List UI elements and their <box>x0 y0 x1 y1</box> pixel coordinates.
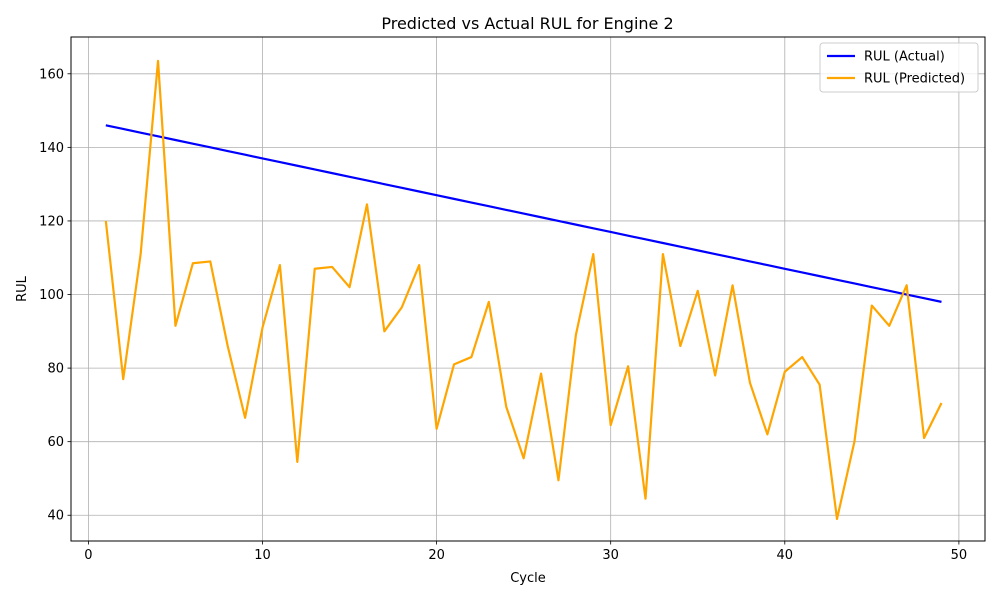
series-line-0 <box>105 124 942 303</box>
legend: RUL (Actual) RUL (Predicted) <box>819 42 979 93</box>
x-axis-label: Cycle <box>510 571 546 586</box>
x-tick-label: 0 <box>84 548 92 563</box>
y-tick-label: 100 <box>39 288 64 303</box>
plot-frame <box>70 36 986 542</box>
legend-label-1: RUL (Predicted) <box>864 72 965 87</box>
x-axis: 0 10 20 30 40 50 <box>84 541 967 563</box>
y-tick-label: 40 <box>47 509 64 524</box>
y-tick-label: 160 <box>39 67 64 82</box>
chart-title: Predicted vs Actual RUL for Engine 2 <box>381 14 673 33</box>
y-tick-label: 60 <box>47 435 64 450</box>
y-tick-label: 140 <box>39 141 64 156</box>
x-tick-label: 20 <box>428 548 445 563</box>
x-tick-label: 30 <box>602 548 619 563</box>
y-axis: 40 60 80 100 120 140 160 <box>39 67 71 524</box>
series-layer <box>104 59 943 521</box>
legend-box <box>819 42 979 93</box>
x-tick-label: 10 <box>254 548 271 563</box>
y-tick-label: 120 <box>39 214 64 229</box>
x-tick-label: 50 <box>951 548 968 563</box>
y-tick-label: 80 <box>47 362 64 377</box>
grid-lines <box>71 37 985 541</box>
x-tick-label: 40 <box>777 548 794 563</box>
series-line-1 <box>104 59 943 521</box>
y-axis-label: RUL <box>15 275 30 302</box>
legend-label-0: RUL (Actual) <box>864 50 945 65</box>
